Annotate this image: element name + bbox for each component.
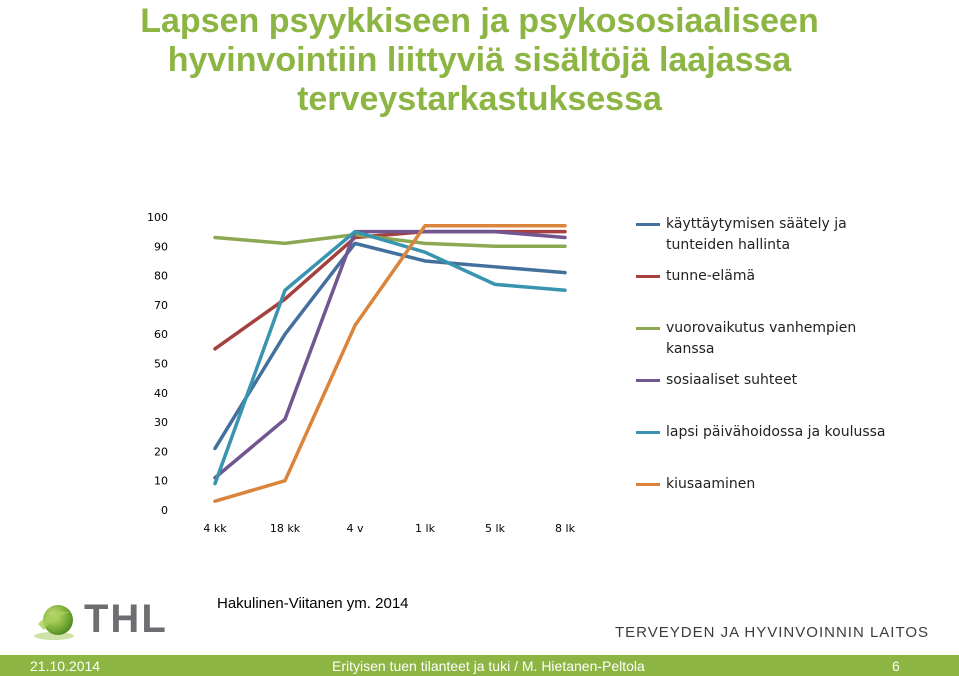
legend-label: kiusaaminen (666, 476, 756, 492)
y-tick-label: 90 (154, 240, 168, 253)
series-line-5 (213, 229, 567, 486)
y-tick-label: 70 (154, 299, 168, 312)
y-tick-label: 20 (154, 445, 168, 458)
legend-label: lapsi päivähoidossa ja koulussa (666, 424, 886, 440)
legend-label: sosiaaliset suhteet (666, 372, 798, 388)
title-line-3: terveystarkastuksessa (297, 80, 662, 118)
y-tick-label: 80 (154, 270, 168, 283)
legend-item: kiusaaminen (636, 474, 886, 495)
y-tick-label: 100 (147, 211, 168, 224)
footer-page-number: 6 (892, 658, 900, 674)
y-tick-label: 40 (154, 387, 168, 400)
source-citation: Hakulinen-Viitanen ym. 2014 (217, 595, 409, 612)
legend-swatch (636, 223, 660, 226)
x-tick-label: 18 kk (270, 522, 301, 535)
logo-text: THL (84, 597, 168, 641)
legend-swatch (636, 431, 660, 434)
title-line-2: hyvinvointiin liittyviä sisältöjä laajas… (167, 41, 792, 79)
legend-label: tunne-elämä (666, 268, 756, 284)
legend-item: tunne-elämä (636, 266, 886, 287)
x-tick-label: 8 lk (555, 522, 576, 535)
series-line-1 (213, 241, 567, 451)
footer-center-text: Erityisen tuen tilanteet ja tuki / M. Hi… (332, 658, 645, 674)
series-line-4 (213, 229, 567, 480)
x-tick-label: 1 lk (415, 522, 436, 535)
legend-swatch (636, 379, 660, 382)
series-lines (213, 224, 567, 503)
x-tick-label: 4 kk (203, 522, 227, 535)
y-tick-label: 60 (154, 328, 168, 341)
title-line-1: Lapsen psyykkiseen ja psykososiaaliseen (140, 2, 819, 40)
y-tick-label: 0 (161, 504, 168, 517)
x-axis-ticks: 4 kk 18 kk 4 v 1 lk 5 lk 8 lk (203, 522, 575, 535)
legend-swatch (636, 327, 660, 330)
legend-item: käyttäytymisen säätely ja tunteiden hall… (636, 214, 886, 256)
legend-swatch (636, 483, 660, 486)
series-line-3 (213, 232, 567, 249)
legend-item: sosiaaliset suhteet (636, 370, 886, 391)
x-tick-label: 4 v (346, 522, 363, 535)
series-line-6 (213, 224, 567, 503)
legend-swatch (636, 275, 660, 278)
y-axis-ticks: 0 10 20 30 40 50 60 70 80 90 100 (147, 211, 168, 517)
footer-date: 21.10.2014 (30, 658, 101, 674)
legend-item: vuorovaikutus vanhempien kanssa (636, 318, 886, 360)
y-tick-label: 50 (154, 358, 168, 371)
series-line-2 (213, 229, 567, 351)
x-tick-label: 5 lk (485, 522, 506, 535)
footer-bar: 21.10.2014 Erityisen tuen tilanteet ja t… (0, 655, 959, 676)
y-tick-label: 10 (154, 475, 168, 488)
legend-label: vuorovaikutus vanhempien kanssa (666, 320, 857, 357)
legend-label: käyttäytymisen säätely ja tunteiden hall… (666, 216, 847, 253)
organization-name: TERVEYDEN JA HYVINVOINNIN LAITOS (615, 624, 930, 641)
y-tick-label: 30 (154, 416, 168, 429)
legend-item: lapsi päivähoidossa ja koulussa (636, 422, 886, 443)
slide-title: Lapsen psyykkiseen ja psykososiaaliseen … (0, 2, 959, 119)
thl-logo-icon (34, 605, 74, 640)
